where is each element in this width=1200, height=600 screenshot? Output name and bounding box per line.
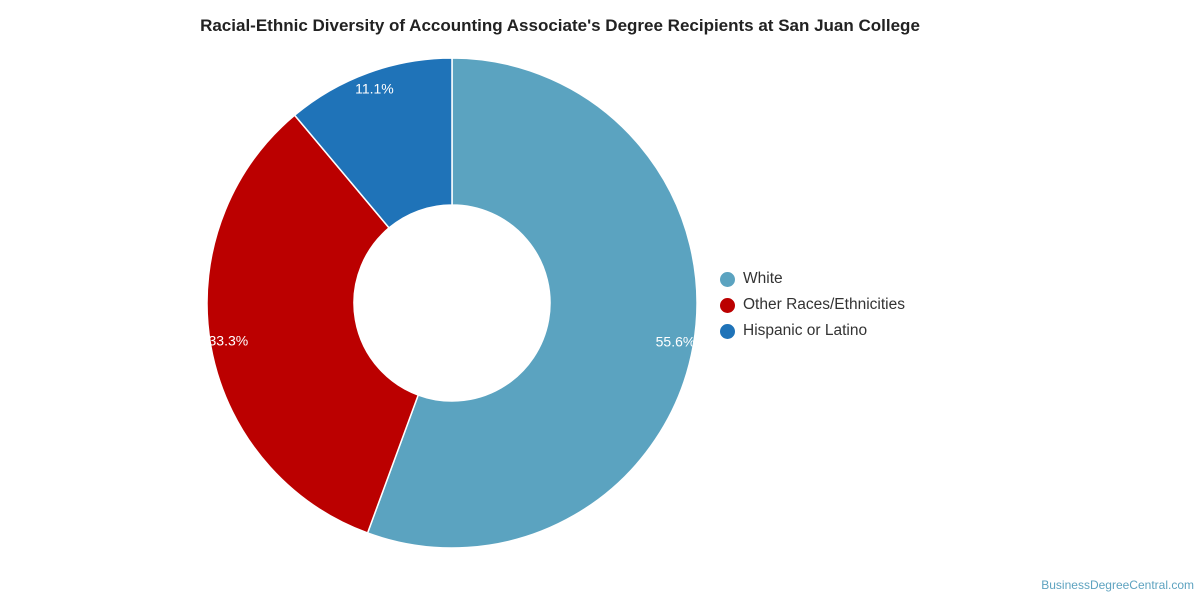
slice-label-other-races-ethnicities: 33.3% <box>209 333 249 349</box>
legend-item-white[interactable]: White <box>720 266 905 292</box>
slice-white[interactable] <box>366 57 698 549</box>
legend-label-white: White <box>743 270 783 287</box>
chart-legend: White Other Races/Ethnicities Hispanic o… <box>720 266 905 344</box>
legend-label-other-races: Other Races/Ethnicities <box>743 296 905 313</box>
legend-swatch-other-races <box>720 297 735 313</box>
slice-other-races-ethnicities[interactable] <box>206 114 420 534</box>
slice-label-white: 55.6% <box>656 333 696 349</box>
legend-label-hispanic-latino: Hispanic or Latino <box>743 322 868 339</box>
slice-hispanic-or-latino[interactable] <box>293 57 453 229</box>
legend-swatch-white <box>720 271 735 287</box>
chart-title: Racial-Ethnic Diversity of Accounting As… <box>200 16 920 35</box>
slice-label-hispanic-or-latino: 11.1% <box>355 80 394 96</box>
watermark-link[interactable]: BusinessDegreeCentral.com <box>1041 578 1194 592</box>
legend-item-other-races[interactable]: Other Races/Ethnicities <box>720 292 905 318</box>
legend-item-hispanic-latino[interactable]: Hispanic or Latino <box>720 318 905 344</box>
legend-swatch-hispanic-latino <box>720 323 735 339</box>
